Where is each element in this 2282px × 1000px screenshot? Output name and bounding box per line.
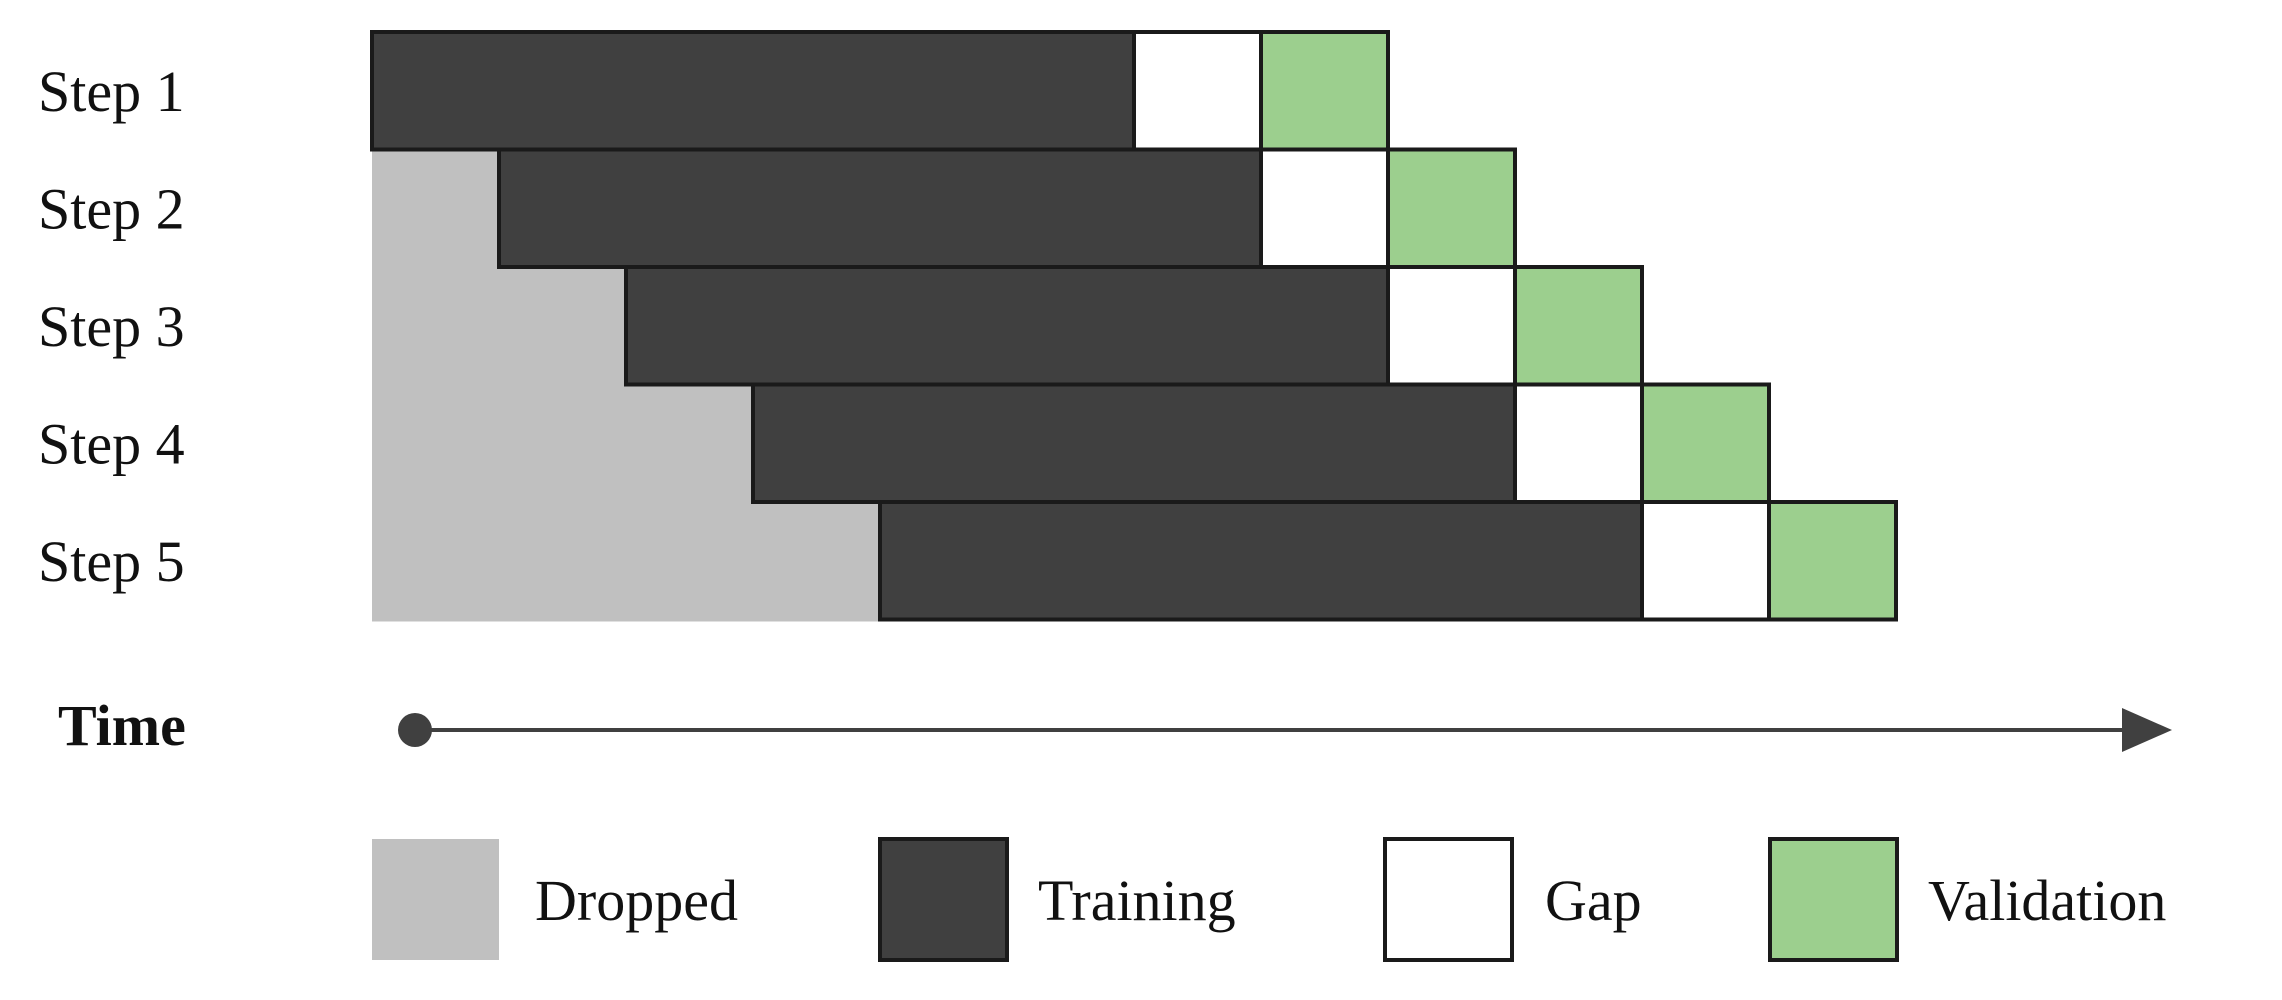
legend-dropped-swatch (372, 839, 499, 960)
time-axis-arrowhead (2122, 708, 2172, 752)
legend-validation-label: Validation (1928, 868, 2166, 933)
step-1-gap-segment (1132, 30, 1263, 152)
step-3-training-segment (624, 265, 1390, 387)
step-4-dropped-segment (372, 384, 753, 504)
step-1-validation-segment (1259, 30, 1390, 152)
step-1-training-segment (370, 30, 1136, 152)
step-3-gap-segment (1386, 265, 1517, 387)
time-axis: Time (58, 693, 2172, 758)
legend-validation-swatch (1768, 837, 1899, 962)
step-4-label: Step 4 (38, 411, 185, 476)
step-5-gap-segment (1640, 500, 1771, 622)
step-2-label: Step 2 (38, 176, 185, 241)
step-2-gap-segment (1259, 147, 1390, 269)
legend-training-label: Training (1038, 868, 1236, 933)
step-5-training-segment (878, 500, 1644, 622)
time-axis-label: Time (58, 693, 186, 758)
legend-dropped-label: Dropped (535, 868, 738, 933)
step-3-validation-segment (1513, 265, 1644, 387)
step-4-gap-segment (1513, 382, 1644, 504)
legend-gap-label: Gap (1545, 868, 1642, 933)
legend: Dropped Training Gap Validation (372, 837, 2166, 962)
step-2-validation-segment (1386, 147, 1517, 269)
legend-gap-swatch (1383, 837, 1514, 962)
step-5-label: Step 5 (38, 529, 185, 594)
step-1-label: Step 1 (38, 59, 185, 124)
step-4-validation-segment (1640, 382, 1771, 504)
step-2-dropped-segment (372, 149, 499, 269)
step-5-validation-segment (1767, 500, 1898, 622)
step-labels: Step 1 Step 2 Step 3 Step 4 Step 5 (38, 59, 185, 594)
step-2-training-segment (497, 147, 1263, 269)
step-5-dropped-segment (372, 502, 880, 622)
step-3-label: Step 3 (38, 294, 185, 359)
step-rows (370, 30, 1898, 622)
step-4-training-segment (751, 382, 1517, 504)
legend-training-swatch (878, 837, 1009, 962)
step-3-dropped-segment (372, 267, 626, 387)
